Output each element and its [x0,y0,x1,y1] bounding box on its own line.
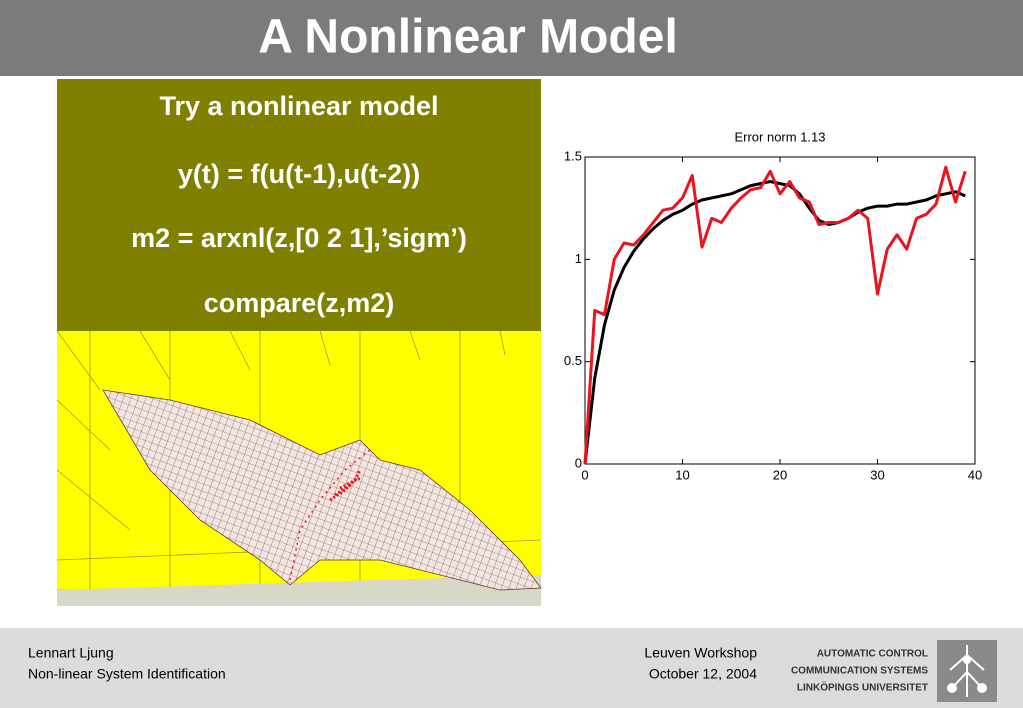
slide-title: A Nonlinear Model [258,11,678,64]
y-tick-label: 0.5 [564,353,582,368]
y-tick-label: 1 [575,251,582,266]
logo-text: AUTOMATIC CONTROL [817,649,928,660]
footer-course: Non-linear System Identification [28,666,226,682]
plot-box [584,156,976,465]
logo-text: LINKÖPINGS UNIVERSITET [797,681,928,694]
box-line: compare(z,m2) [204,288,395,318]
x-tick-label: 40 [968,467,982,482]
y-tick-label: 0 [575,455,582,470]
surface-plot-image [56,330,542,606]
footer-event: Leuven Workshop [644,645,757,661]
header-band [0,0,1023,76]
logo-text: COMMUNICATION SYSTEMS [791,666,928,677]
x-tick-label: 30 [870,467,884,482]
logo-icon [937,640,997,702]
text-box [57,79,541,331]
chart-title: Error norm 1.13 [734,129,825,144]
chart: Error norm 1.13 0 10 20 30 40 0 0.5 1 1.5 [564,129,982,482]
y-tick-label: 1.5 [564,148,582,163]
footer-band [0,628,1023,708]
box-line: y(t) = f(u(t-1),u(t-2)) [178,159,420,189]
x-tick-label: 20 [773,467,787,482]
footer-date: October 12, 2004 [649,666,757,682]
x-tick-label: 0 [581,467,588,482]
x-tick-label: 10 [675,467,689,482]
box-line: Try a nonlinear model [159,91,438,121]
data-line [583,165,967,465]
box-line: m2 = arxnl(z,[0 2 1],’sigm’) [131,223,467,253]
footer-author: Lennart Ljung [28,645,114,661]
